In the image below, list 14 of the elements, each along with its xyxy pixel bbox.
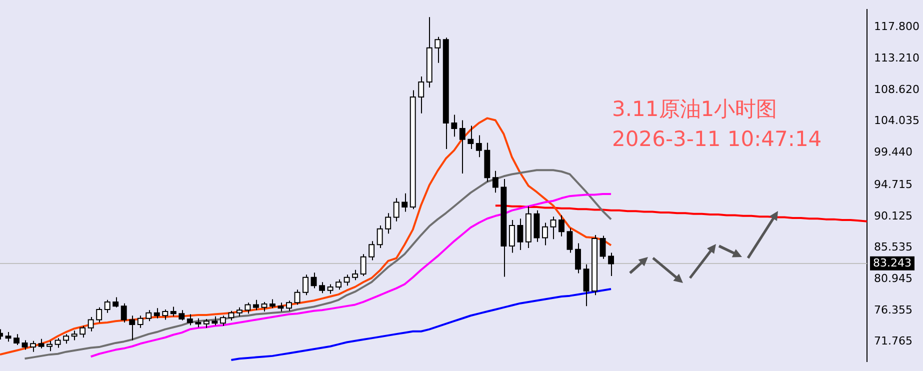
y-tick-label: 80.945	[874, 272, 912, 285]
y-tick-label: 76.355	[874, 303, 912, 316]
y-tick-label: 108.620	[874, 82, 920, 96]
y-tick-label: 104.035	[874, 114, 920, 128]
text: 3.11原油1小时图	[612, 97, 778, 121]
y-tick-label: 99.440	[874, 146, 912, 159]
y-tick-label: 94.715	[874, 178, 912, 191]
ref-line-label: 83.243	[873, 256, 912, 270]
y-tick-label: 117.800	[874, 20, 920, 34]
y-tick-label: 85.535	[874, 240, 912, 254]
y-tick-label: 113.210	[874, 52, 920, 65]
y-tick-label: 90.125	[874, 209, 912, 222]
text: 2026-3-11 10:47:14	[612, 127, 822, 151]
y-tick-label: 71.765	[874, 334, 912, 348]
